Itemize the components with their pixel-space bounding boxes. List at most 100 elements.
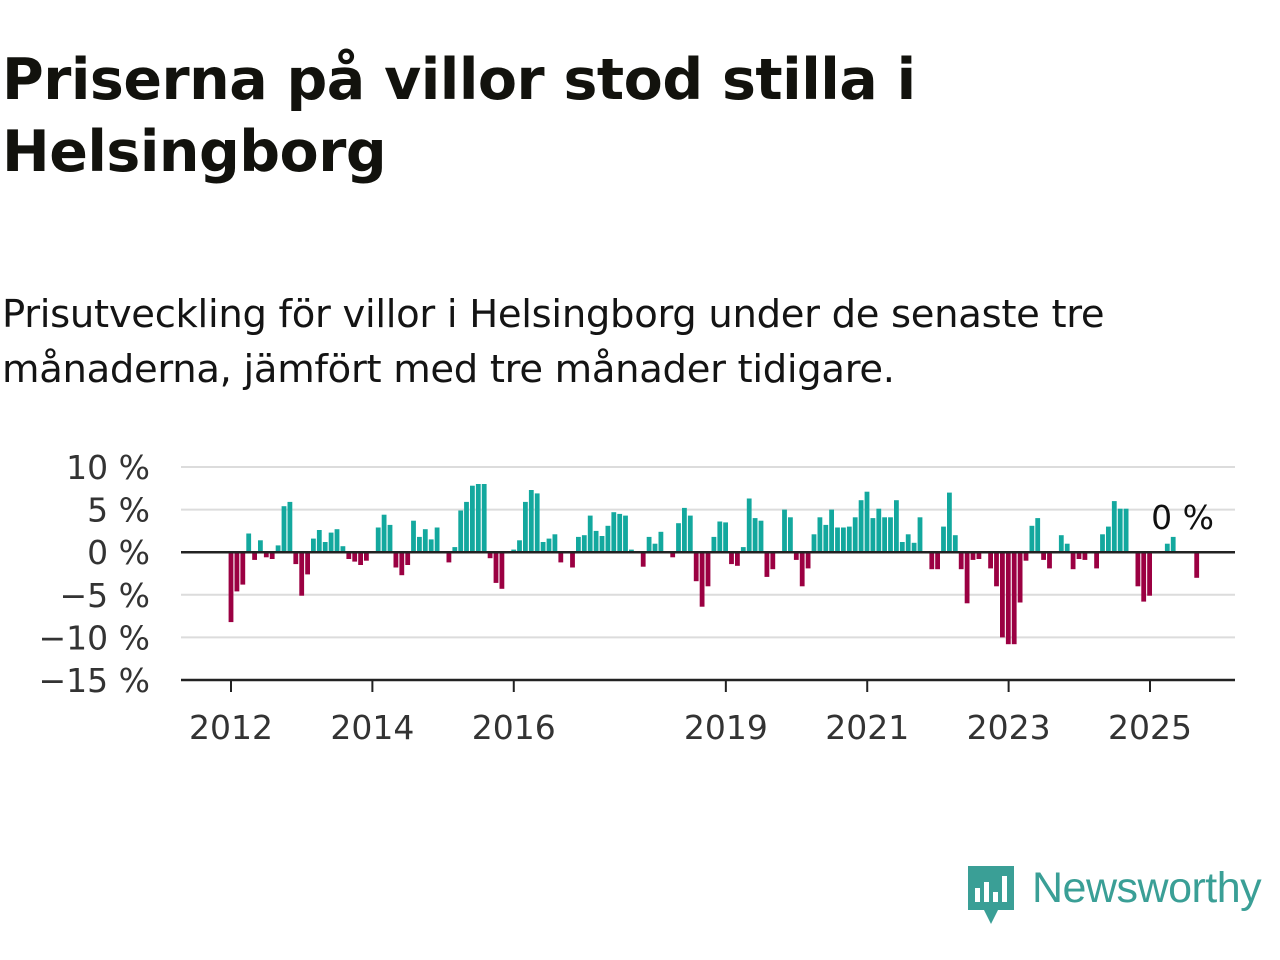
bar	[305, 552, 310, 575]
bar	[311, 538, 316, 553]
bar	[599, 536, 605, 553]
bar	[364, 552, 369, 561]
bar	[899, 542, 905, 553]
bar	[375, 527, 381, 553]
bar	[581, 535, 587, 553]
bar	[1017, 552, 1023, 603]
bar	[941, 526, 946, 553]
bar	[511, 549, 517, 553]
bar	[876, 508, 882, 553]
bar	[852, 517, 858, 553]
bar	[417, 536, 422, 553]
bar	[411, 520, 416, 553]
bar	[676, 523, 681, 553]
bar	[623, 515, 628, 553]
bar	[929, 552, 935, 570]
x-tick-label: 2021	[825, 708, 909, 747]
bar	[1194, 552, 1200, 578]
bar	[793, 552, 799, 560]
x-tick-label: 2023	[967, 708, 1051, 747]
bar	[752, 518, 758, 553]
bar	[870, 518, 876, 553]
bar	[246, 533, 252, 553]
bar	[1000, 552, 1005, 638]
bar	[293, 552, 299, 565]
bar	[888, 517, 893, 553]
bar	[1164, 543, 1170, 553]
bar	[269, 552, 275, 559]
bar	[1111, 501, 1117, 553]
brand-name: Newsworthy	[1032, 864, 1262, 912]
bar	[428, 539, 434, 553]
bar	[746, 498, 752, 553]
x-tick-label: 2025	[1108, 708, 1192, 747]
bar	[858, 500, 864, 553]
bar	[576, 536, 581, 553]
bar	[1170, 536, 1176, 553]
bar	[905, 534, 911, 553]
bar	[446, 552, 452, 563]
bar	[782, 509, 787, 553]
bar	[1117, 508, 1123, 553]
bar	[829, 509, 834, 553]
bar	[340, 546, 346, 553]
bar	[546, 538, 552, 553]
bar	[240, 552, 246, 585]
bar	[1070, 552, 1076, 570]
bar	[570, 552, 575, 568]
bar	[387, 524, 393, 553]
bar	[1094, 552, 1099, 569]
y-tick-label: −15 %	[39, 661, 151, 700]
bar	[1035, 518, 1041, 553]
bar	[534, 493, 540, 553]
bar	[287, 501, 293, 553]
bar	[717, 521, 723, 553]
bar	[1041, 552, 1046, 560]
bar	[693, 552, 699, 582]
bar	[1076, 552, 1082, 559]
bar	[228, 552, 234, 623]
bar	[994, 552, 999, 587]
bar	[1135, 552, 1141, 587]
bar	[823, 524, 829, 553]
bar	[275, 545, 281, 553]
bar	[523, 501, 528, 553]
bar	[346, 552, 352, 559]
bar	[611, 512, 617, 553]
bar	[605, 525, 611, 553]
bar	[328, 532, 334, 553]
bar	[729, 552, 734, 565]
bar	[458, 510, 464, 553]
bar	[263, 552, 269, 558]
latest-value-label: 0 %	[1151, 498, 1214, 537]
bar	[835, 527, 840, 553]
bar	[316, 530, 322, 553]
bar	[434, 527, 440, 553]
bar	[528, 490, 534, 553]
bar	[1123, 508, 1129, 553]
bar	[970, 552, 976, 560]
bar	[1058, 535, 1064, 553]
bar	[399, 552, 405, 576]
bar	[952, 535, 958, 553]
bar	[947, 492, 952, 553]
bar	[617, 513, 623, 553]
bar	[593, 530, 599, 553]
price-change-bar-chart: 10 %5 %0 %−5 %−10 %−15 %2012 2014 2016 2019…	[39, 448, 1235, 747]
bar	[846, 526, 852, 553]
bar	[764, 552, 770, 577]
bar	[976, 552, 982, 559]
bar	[493, 552, 499, 583]
bar	[964, 552, 970, 604]
bar	[475, 484, 481, 553]
y-tick-label: −10 %	[39, 618, 151, 657]
bar	[540, 542, 546, 553]
bar	[882, 517, 887, 553]
x-tick-label: 2012	[189, 708, 273, 747]
bar	[470, 485, 475, 553]
bar	[1106, 526, 1111, 553]
bar	[481, 484, 487, 553]
bar	[552, 534, 558, 553]
bar	[487, 552, 493, 559]
bar	[499, 552, 505, 589]
